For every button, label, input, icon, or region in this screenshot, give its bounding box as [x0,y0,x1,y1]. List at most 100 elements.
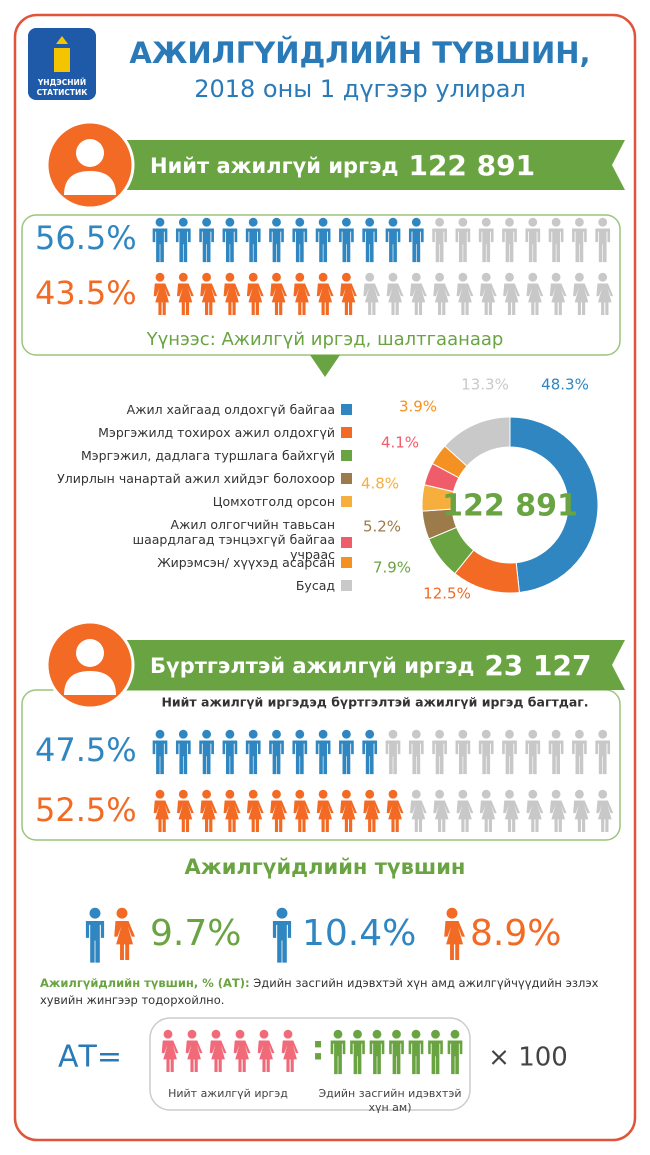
icon-body [292,228,308,263]
icon-body [85,921,105,963]
icon-body [410,283,427,315]
icon-head [458,217,468,227]
male-icon [222,217,238,263]
icon-head [388,789,398,799]
icon-head [187,1029,197,1039]
icon-head [178,789,188,799]
icon-body [433,800,451,832]
icon-head [388,217,398,227]
icon-body [281,1040,299,1072]
icon-head [341,789,351,799]
male-icon [369,1029,385,1075]
title: АЖИЛГҮЙДЛИЙН ТҮВШИН, [129,36,590,70]
male-icon [525,217,541,263]
icon-body [479,283,497,315]
male-icon [152,729,168,775]
icon-body [153,800,171,832]
female-icon [270,272,287,315]
icon-head [481,789,491,799]
icon-body [478,740,494,775]
icon-head [505,789,514,799]
legend-label: Мэргэжилд тохирох ажил олдохгүй [98,425,335,440]
icon-body [548,740,564,775]
icon-head [392,1029,401,1039]
icon-head [202,789,212,799]
icon-head [225,272,235,282]
legend-item: Бусад [40,578,335,593]
icon-body [223,283,241,315]
female-icon [386,272,404,315]
female-icon [386,789,404,832]
male-icon [478,217,494,263]
icon-body [257,1040,275,1072]
legend-swatch [341,404,352,415]
female-icon [479,789,497,832]
icon-body [152,740,168,775]
icon-body [433,283,451,315]
icon-head [155,729,165,739]
legend-label: Улирлын чанартай ажил хийдэг болохоор [57,471,335,486]
rate-value: 9.7% [150,913,241,954]
icon-body [177,283,194,315]
icon-head [259,1029,269,1039]
pointer [310,355,340,377]
icon-body [479,800,497,832]
icon-head [295,789,305,799]
icon-body [596,800,614,832]
female-icon [573,789,590,832]
icon-head [155,272,165,282]
title: 2018 оны 1 дүгээр улирал [194,75,526,103]
icon-body [362,740,378,775]
formula-multiplier: × 100 [488,1043,568,1073]
male-icon [199,217,214,263]
icon-body [526,800,544,832]
frame [13,13,637,1142]
icon-body [432,228,447,263]
legend-swatch [341,496,352,507]
legend-item: Цомхотголд орсон [40,494,335,509]
icon-head [505,217,514,227]
legend-item: Ажил хайгаад олдохгүй байгаа [40,402,335,417]
icon-head [272,729,281,739]
icon-head [411,729,421,739]
icon-head [178,272,188,282]
donut-title: Үүнээс: Ажилгүй иргэд, шалтгаанаар [146,329,504,350]
icon-head [89,907,101,919]
icon-body [246,800,264,832]
female-icon [257,1029,275,1072]
icon-head [225,217,235,227]
icon-head [481,217,491,227]
rate-value: 10.4% [302,913,416,954]
legend-item: Улирлын чанартай ажил хийдэг болохоор [40,471,335,486]
icon-head [202,217,212,227]
legend-item: Ажил олгогчийн тавьсан шаардлагад тэнцэх… [95,517,335,562]
male-icon [339,729,354,775]
female-icon [209,1029,227,1072]
female-icon [270,789,287,832]
male-icon [339,217,354,263]
female-icon [200,789,218,832]
male-icon [502,729,517,775]
male-icon [245,217,261,263]
male-icon [315,729,331,775]
icon-body [209,1040,227,1072]
female-icon [246,272,264,315]
icon-head [551,789,561,799]
icon-body [272,921,292,963]
legend-item: Мэргэжил, дадлага туршлага байхгүй [40,448,335,463]
banner-text: Бүртгэлтэй ажилгүй иргэд 23 127 [150,649,592,682]
icon-body [269,228,284,263]
icon-body [549,800,567,832]
legend-label: Мэргэжил, дадлага туршлага байхгүй [80,448,335,463]
female-icon [177,272,194,315]
icon-head [528,729,538,739]
icon-head [178,729,188,739]
female-icon [526,272,544,315]
icon-head [365,217,375,227]
male-icon [548,729,564,775]
icon-head [551,217,561,227]
icon-body [595,740,611,775]
icon-body [350,1040,365,1075]
female-icon [185,1029,203,1072]
